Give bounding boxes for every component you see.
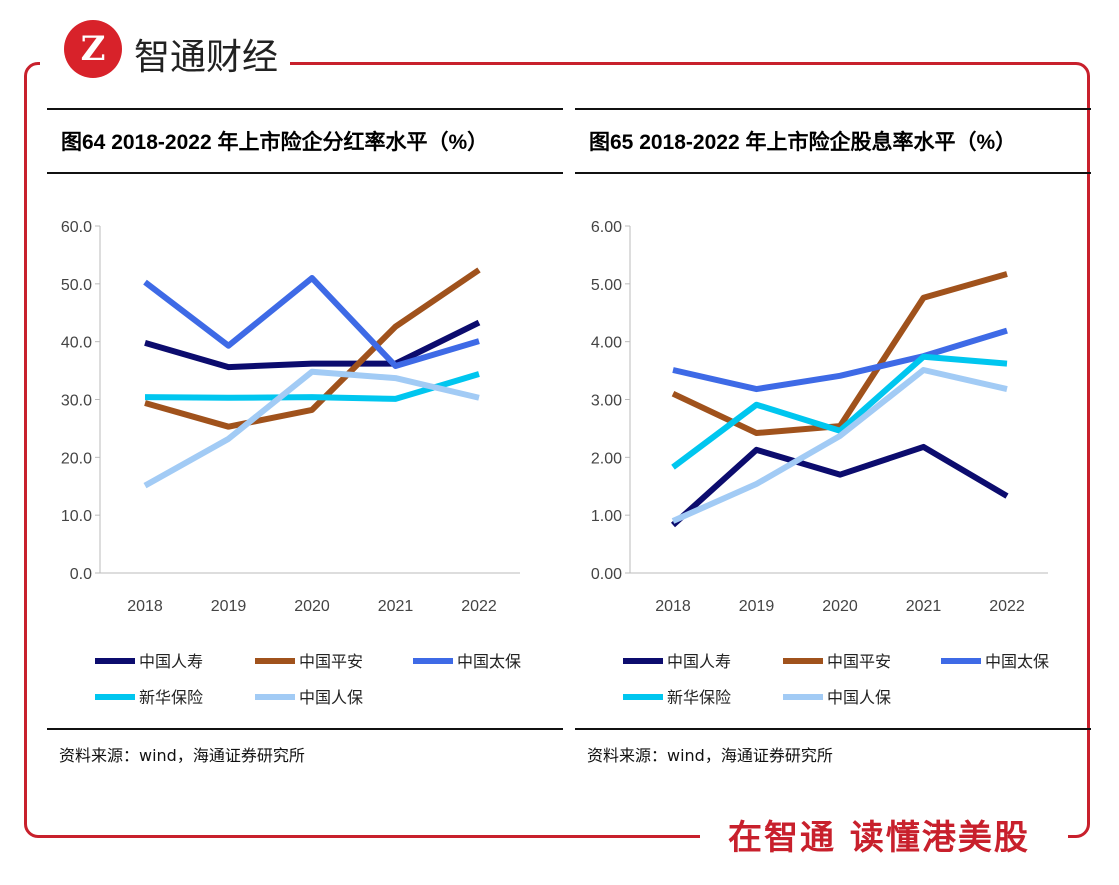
y-tick-label: 10.0: [61, 508, 92, 525]
chart-svg: 0.0 10.0 20.0 30.0 40.0 50.0 60.0 2018 2019 2020 2…: [61, 219, 521, 707]
x-tick-label: 2020: [822, 598, 858, 615]
chart-title: 图64 2018-2022 年上市险企分红率水平（%）: [47, 108, 563, 174]
legend-label: 中国人保: [299, 688, 363, 707]
series-line-0: [144, 319, 481, 371]
x-tick-label: 2019: [211, 598, 247, 615]
legend-label: 中国人保: [827, 688, 891, 707]
y-tick-label: 60.0: [61, 219, 92, 236]
x-tick-label: 2022: [461, 598, 497, 615]
y-tick-label: 0.00: [591, 566, 622, 583]
y-tick-label: 5.00: [591, 277, 622, 294]
y-tick-label: 30.0: [61, 393, 92, 410]
legend-label: 中国平安: [299, 652, 363, 671]
divider: [575, 728, 1091, 730]
legend-label: 中国人寿: [667, 652, 731, 671]
y-tick-label: 1.00: [591, 508, 622, 525]
legend-label: 中国平安: [827, 652, 891, 671]
x-tick-label: 2022: [989, 598, 1025, 615]
frame-border: [24, 62, 1090, 838]
series-line-4: [671, 367, 1008, 524]
legend-label: 中国人寿: [139, 652, 203, 671]
legend-label: 中国太保: [457, 652, 521, 671]
x-tick-label: 2019: [739, 598, 775, 615]
source-note: 资料来源：wind，海通证券研究所: [59, 746, 305, 765]
y-tick-label: 4.00: [591, 335, 622, 352]
x-tick-label: 2018: [655, 598, 691, 615]
chart-panel-dividend-yield: 图65 2018-2022 年上市险企股息率水平（%） 0.00 1.00 2.00…: [575, 108, 1091, 768]
series-line-4: [143, 368, 480, 489]
series-line-1: [671, 271, 1008, 437]
legend-label: 中国太保: [985, 652, 1049, 671]
y-tick-label: 50.0: [61, 277, 92, 294]
chart-svg: 0.00 1.00 2.00 3.00 4.00 5.00 6.00 2018 2019 2020…: [591, 219, 1049, 707]
series-line-2: [143, 275, 480, 369]
legend-label: 新华保险: [667, 688, 731, 707]
chart-panel-dividend-ratio: 图64 2018-2022 年上市险企分红率水平（%） 0.0 10.0 20.0 3…: [47, 108, 563, 768]
tagline-background: [700, 808, 1068, 858]
y-tick-label: 0.0: [70, 566, 92, 583]
y-tick-label: 40.0: [61, 335, 92, 352]
x-tick-label: 2021: [378, 598, 414, 615]
x-tick-label: 2020: [294, 598, 330, 615]
series-line-0: [670, 443, 1009, 528]
divider: [47, 728, 563, 730]
x-tick-label: 2021: [906, 598, 942, 615]
y-tick-label: 3.00: [591, 393, 622, 410]
y-tick-label: 6.00: [591, 219, 622, 236]
brand-logo: Z: [64, 20, 122, 78]
y-tick-label: 20.0: [61, 450, 92, 467]
y-tick-label: 2.00: [591, 450, 622, 467]
x-tick-label: 2018: [127, 598, 163, 615]
brand-name: 智通财经: [134, 37, 279, 78]
source-note: 资料来源：wind，海通证券研究所: [587, 746, 833, 765]
tagline: 在智通 读懂港美股: [728, 818, 1030, 858]
legend-label: 新华保险: [139, 688, 203, 707]
chart-title: 图65 2018-2022 年上市险企股息率水平（%）: [575, 108, 1091, 174]
